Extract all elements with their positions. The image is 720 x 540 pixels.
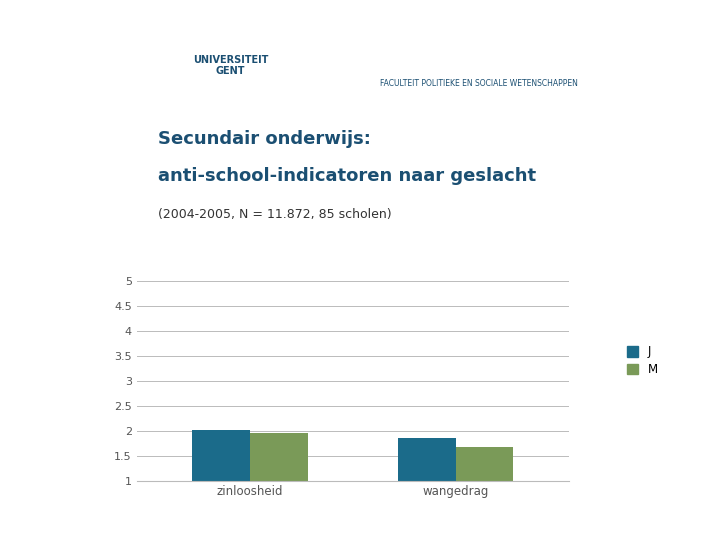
Bar [456, 447, 513, 530]
Text: FACULTEIT POLITIEKE EN SOCIALE WETENSCHAPPEN: FACULTEIT POLITIEKE EN SOCIALE WETENSCHA… [380, 79, 578, 87]
Text: UNIVERSITEIT
GENT: UNIVERSITEIT GENT [193, 55, 268, 76]
Bar [398, 438, 456, 530]
Legend: J, M: J, M [626, 346, 658, 376]
Text: Secundair onderwijs:: Secundair onderwijs: [158, 130, 372, 147]
Text: anti-school-indicatoren naar geslacht: anti-school-indicatoren naar geslacht [158, 167, 536, 185]
Bar [192, 430, 250, 530]
Text: (2004-2005, N = 11.872, 85 scholen): (2004-2005, N = 11.872, 85 scholen) [158, 208, 392, 221]
Bar [250, 433, 307, 530]
